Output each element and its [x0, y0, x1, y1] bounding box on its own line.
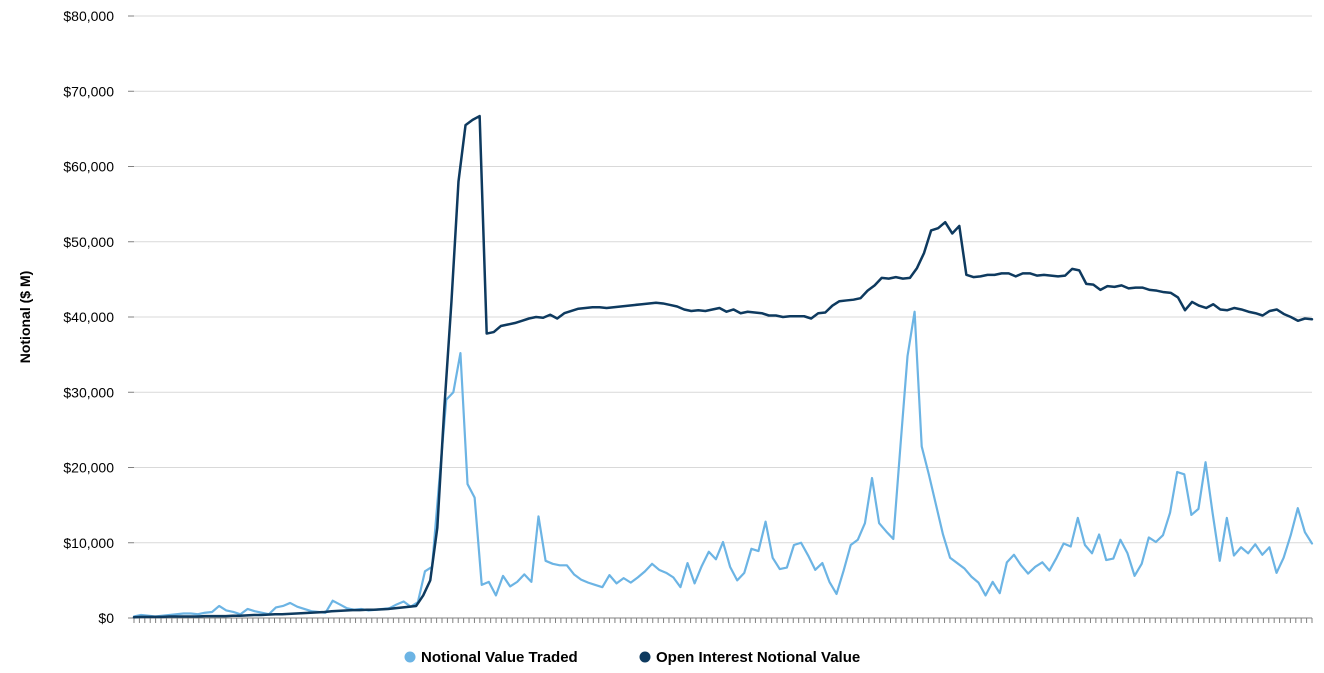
gridlines — [134, 15, 1312, 544]
y-axis-ticks: $0 $10,000 $20,000 $30,000 $40,000 $50,000 $60… — [63, 8, 134, 626]
legend-marker — [639, 651, 651, 663]
y-tick-label: $70,000 — [63, 83, 114, 99]
y-tick-label: $10,000 — [63, 535, 114, 551]
series-line-open-interest — [132, 114, 1314, 619]
y-tick-label: $50,000 — [63, 234, 114, 250]
legend: Notional Value Traded Open Interest Notio… — [404, 649, 860, 666]
y-tick-label: $80,000 — [63, 8, 114, 24]
y-tick-label: $60,000 — [63, 159, 114, 175]
legend-label: Notional Value Traded — [421, 649, 578, 666]
series-lines — [132, 114, 1314, 619]
y-tick-label: $40,000 — [63, 309, 114, 325]
legend-marker — [404, 651, 416, 663]
legend-item-notional-value-traded: Notional Value Traded — [404, 649, 578, 666]
x-axis — [133, 617, 1313, 623]
y-axis-title: Notional ($ M) — [17, 271, 33, 364]
y-tick-label: $0 — [98, 610, 114, 626]
series-line-notional-value-traded — [132, 310, 1314, 618]
y-tick-label: $20,000 — [63, 460, 114, 476]
y-tick-label: $30,000 — [63, 384, 114, 400]
legend-item-open-interest: Open Interest Notional Value — [639, 649, 860, 666]
legend-label: Open Interest Notional Value — [656, 649, 860, 666]
